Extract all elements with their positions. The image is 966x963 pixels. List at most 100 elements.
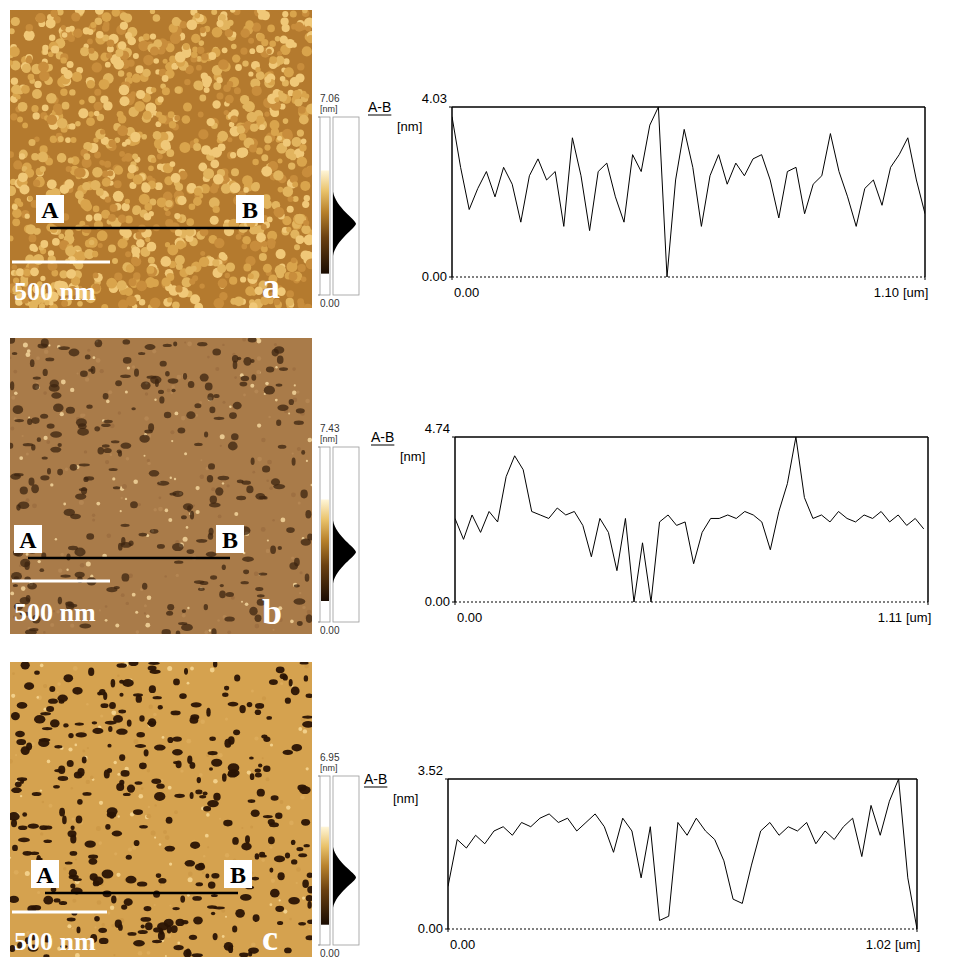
afm-grain (240, 95, 249, 104)
afm-grain (266, 777, 270, 781)
afm-grain (115, 49, 123, 57)
afm-grain (116, 873, 120, 877)
afm-grain (105, 605, 108, 608)
afm-grain (11, 17, 20, 26)
afm-pore (237, 479, 244, 483)
afm-grain (162, 277, 171, 286)
afm-grain (259, 124, 265, 130)
afm-grain (57, 153, 67, 163)
afm-grain (257, 457, 262, 462)
colorbar-tick (318, 295, 320, 296)
afm-grain (65, 468, 69, 472)
afm-grain (134, 101, 145, 112)
afm-pore (211, 759, 222, 767)
afm-pore (300, 490, 307, 499)
afm-image (10, 10, 312, 308)
afm-grain (46, 440, 50, 444)
afm-pore (134, 369, 139, 377)
afm-pore (259, 573, 268, 576)
afm-grain (99, 841, 103, 845)
afm-grain (225, 29, 233, 37)
afm-grain (170, 430, 174, 434)
afm-pore (50, 431, 62, 438)
afm-grain (157, 197, 167, 207)
afm-pore (67, 760, 74, 767)
afm-grain (184, 341, 186, 343)
afm-grain (189, 204, 196, 211)
afm-pore (289, 399, 294, 405)
afm-grain (198, 112, 204, 118)
afm-pore (297, 621, 303, 626)
afm-grain (248, 38, 254, 44)
afm-pore (72, 687, 82, 695)
afm-grain (89, 240, 94, 245)
afm-grain (214, 298, 225, 308)
afm-grain (99, 801, 103, 805)
afm-grain (268, 241, 276, 249)
afm-grain (72, 899, 76, 903)
afm-grain (254, 572, 258, 576)
afm-pore (211, 873, 219, 879)
afm-grain (308, 438, 313, 443)
afm-grain (248, 71, 253, 76)
afm-grain (162, 736, 165, 739)
afm-pore (58, 776, 69, 781)
afm-grain (222, 344, 224, 346)
afm-grain (144, 416, 149, 421)
afm-grain (198, 129, 208, 139)
afm-pore (204, 431, 208, 437)
afm-grain (270, 743, 273, 746)
afm-grain (159, 843, 162, 846)
afm-grain (265, 382, 269, 386)
afm-grain (129, 278, 137, 286)
afm-grain (301, 225, 310, 234)
afm-grain (43, 684, 47, 688)
afm-grain (49, 35, 55, 41)
afm-grain (136, 280, 147, 291)
afm-pore (18, 826, 27, 831)
afm-pore (231, 433, 239, 440)
afm-grain (13, 370, 17, 374)
afm-grain (102, 178, 111, 187)
afm-grain (12, 672, 15, 675)
colorbar-frame (320, 117, 330, 295)
afm-grain (294, 214, 305, 225)
afm-grain (127, 366, 130, 369)
afm-grain (186, 218, 194, 226)
afm-grain (289, 918, 292, 921)
afm-grain (193, 80, 203, 90)
afm-grain (152, 349, 156, 353)
afm-grain (278, 159, 283, 164)
afm-grain (86, 215, 93, 222)
afm-grain (213, 174, 224, 185)
x-tick (928, 602, 929, 605)
afm-pore (13, 584, 18, 587)
afm-grain (299, 144, 306, 151)
afm-grain (169, 863, 172, 866)
afm-grain (135, 65, 143, 73)
afm-pore (115, 380, 122, 386)
afm-pore (207, 475, 213, 482)
afm-grain (107, 170, 113, 176)
afm-pore (144, 749, 149, 756)
afm-grain (297, 156, 307, 166)
afm-grain (292, 182, 298, 188)
afm-grain (154, 508, 157, 511)
afm-grain (261, 527, 266, 532)
colorbar-tick-label: 0.00 (320, 298, 340, 309)
afm-grain (189, 279, 195, 285)
afm-grain (62, 32, 68, 38)
afm-grain (299, 592, 301, 594)
afm-grain (167, 666, 172, 671)
afm-grain (294, 384, 296, 386)
afm-grain (131, 257, 139, 265)
afm-pore (222, 773, 227, 781)
afm-grain (121, 203, 129, 211)
afm-grain (79, 99, 84, 104)
afm-pore (129, 541, 134, 546)
afm-grain (206, 813, 210, 817)
afm-grain (163, 830, 167, 834)
afm-grain (236, 234, 242, 240)
afm-grain (288, 196, 294, 202)
afm-grain (203, 80, 211, 88)
